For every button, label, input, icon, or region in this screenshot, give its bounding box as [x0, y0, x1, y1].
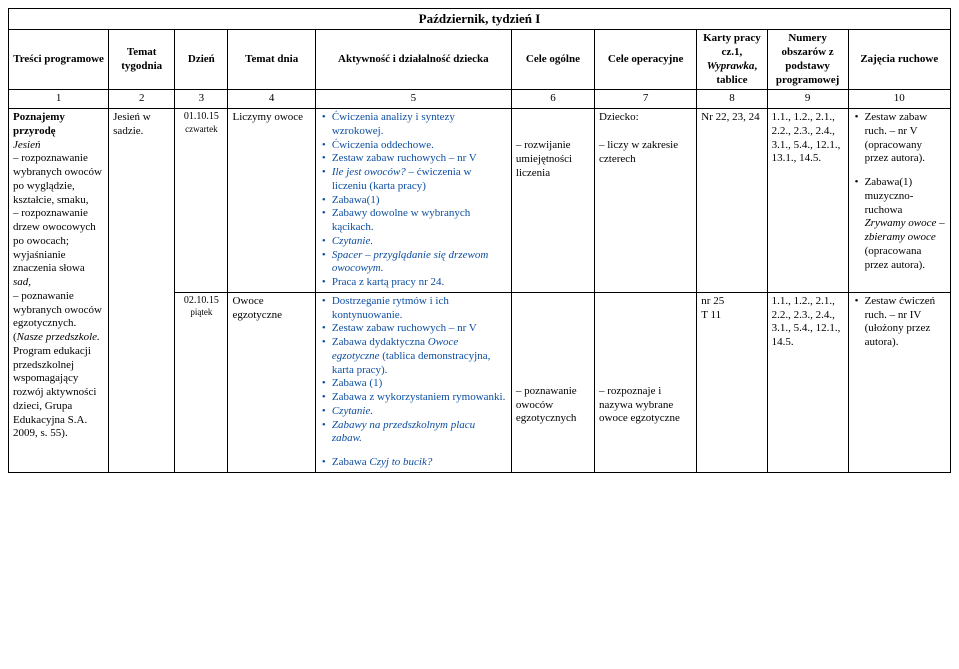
- cell-cele-ogolne: – rozwijanie umiejętności liczenia: [511, 109, 594, 293]
- cele-op-hdr: Dziecko:: [599, 111, 692, 125]
- cell-temat-dnia: Owoce egzotyczne: [228, 292, 315, 472]
- akt-text: Spacer – przyglądanie się drzewom owocow…: [332, 249, 488, 275]
- tresci-heading: Poznajemy przyrodę: [13, 111, 104, 139]
- zaj-text: Zestaw zabaw: [865, 111, 928, 123]
- akt-item: Praca z kartą pracy nr 24.: [322, 276, 507, 290]
- akt-text: Czytanie.: [332, 405, 373, 417]
- akt-text-it: Czyj to bucik?: [369, 456, 432, 468]
- akt-item: Ćwiczenia oddechowe.: [322, 139, 507, 153]
- akt-text: Zabawa dydaktyczna: [332, 336, 428, 348]
- tresci-subheading: Jesień: [13, 139, 104, 153]
- akt-item: Zabawa dydaktyczna Owoce egzotyczne (tab…: [322, 336, 507, 377]
- hdr-tresci: Treści programowe: [9, 30, 109, 90]
- akt-item: Spacer – przyglądanie się drzewom owocow…: [322, 249, 507, 277]
- hdr-karty: Karty pracy cz.1, Wyprawka, tablice: [697, 30, 767, 90]
- cele-op-item: – liczy w zakresie czterech: [599, 139, 692, 167]
- hdr-cele-ogolne: Cele ogólne: [511, 30, 594, 90]
- colnum-8: 8: [697, 90, 767, 109]
- colnum-10: 10: [848, 90, 950, 109]
- zaj-text: ruch. – nr V (opracowany przez autora).: [865, 125, 925, 165]
- akt-item: Ćwiczenia analizy i syntezy wzrokowej.: [322, 111, 507, 139]
- zaj-item: Zabawa(1) muzyczno-ruchowa Zrywamy owoce…: [855, 176, 946, 272]
- colnum-7: 7: [595, 90, 697, 109]
- akt-item: Czytanie.: [322, 405, 507, 419]
- cele-og-item: – poznawanie owoców egzotycznych: [516, 385, 590, 426]
- cell-temat-dnia: Liczymy owoce: [228, 109, 315, 293]
- dzien-day: piątek: [179, 307, 223, 318]
- zaj-text: Zabawa(1) muzyczno-ruchowa: [865, 176, 914, 216]
- dzien-day: czwartek: [179, 124, 223, 135]
- akt-text: Zabawa: [332, 456, 370, 468]
- colnum-4: 4: [228, 90, 315, 109]
- colnum-9: 9: [767, 90, 848, 109]
- cell-dzien: 02.10.15 piątek: [175, 292, 228, 472]
- colnum-5: 5: [315, 90, 511, 109]
- tresci-text-it: sad,: [13, 276, 31, 288]
- tresci-item: – poznawanie wybranych owoców egzotyczny…: [13, 290, 104, 331]
- tresci-item: – rozpoznawanie drzew owocowych po owoca…: [13, 207, 104, 290]
- cell-obszary: 1.1., 1.2., 2.1., 2.2., 2.3., 2.4., 3.1.…: [767, 109, 848, 293]
- colnum-2: 2: [109, 90, 175, 109]
- cell-tresci: Poznajemy przyrodę Jesień – rozpoznawani…: [9, 109, 109, 473]
- akt-item: Zabawa Czyj to bucik?: [322, 456, 507, 470]
- colnum-6: 6: [511, 90, 594, 109]
- cell-zajecia: Zestaw ćwiczeń ruch. – nr IV (ułożony pr…: [848, 292, 950, 472]
- zaj-item: Zestaw zabaw ruch. – nr V (opracowany pr…: [855, 111, 946, 166]
- cell-cele-ogolne: – poznawanie owoców egzotycznych: [511, 292, 594, 472]
- akt-item: Zabawa z wykorzystaniem rymowanki.: [322, 391, 507, 405]
- hdr-karty-l1: Karty pracy cz.1,: [703, 32, 761, 58]
- akt-text: Zabawy na przedszkolnym placu zabaw.: [332, 419, 475, 445]
- tresci-item: – rozpoznawanie wybranych owoców po wygl…: [13, 152, 104, 207]
- akt-item: Zestaw zabaw ruchowych – nr V: [322, 322, 507, 336]
- hdr-obszary: Numery obszarów z podstawy programowej: [767, 30, 848, 90]
- zaj-item: Zestaw ćwiczeń ruch. – nr IV (ułożony pr…: [855, 295, 946, 350]
- cell-karty: Nr 22, 23, 24: [697, 109, 767, 293]
- hdr-aktywnosc: Aktywność i działalność dziecka: [315, 30, 511, 90]
- cell-cele-operacyjne: Dziecko: – liczy w zakresie czterech: [595, 109, 697, 293]
- hdr-dzien: Dzień: [175, 30, 228, 90]
- akt-item: Dostrzeganie rytmów i ich kontynuowanie.: [322, 295, 507, 323]
- hdr-temat-tyg: Temat tygodnia: [109, 30, 175, 90]
- table-row: Poznajemy przyrodę Jesień – rozpoznawani…: [9, 109, 951, 293]
- cell-zajecia: Zestaw zabaw ruch. – nr V (opracowany pr…: [848, 109, 950, 293]
- cell-dzien: 01.10.15 czwartek: [175, 109, 228, 293]
- akt-item: Zestaw zabaw ruchowych – nr V: [322, 152, 507, 166]
- cell-temat-tyg: Jesień w sadzie.: [109, 109, 175, 473]
- colnum-3: 3: [175, 90, 228, 109]
- cell-obszary: 1.1., 1.2., 2.1., 2.2., 2.3., 2.4., 3.1.…: [767, 292, 848, 472]
- page-title: Październik, tydzień I: [9, 9, 951, 30]
- cele-op-item: – rozpoznaje i nazywa wybrane owoce egzo…: [599, 385, 692, 426]
- cell-aktywnosc: Ćwiczenia analizy i syntezy wzrokowej. Ć…: [315, 109, 511, 293]
- dzien-date: 01.10.15: [179, 111, 223, 124]
- colnum-1: 1: [9, 90, 109, 109]
- cell-cele-operacyjne: – rozpoznaje i nazywa wybrane owoce egzo…: [595, 292, 697, 472]
- hdr-cele-operacyjne: Cele operacyjne: [595, 30, 697, 90]
- akt-item: Zabawy dowolne w wybranych kącikach.: [322, 207, 507, 235]
- akt-item: Zabawy na przedszkolnym placu zabaw.: [322, 419, 507, 447]
- akt-text-it: Ile jest owoców?: [332, 166, 406, 178]
- curriculum-table: Październik, tydzień I Treści programowe…: [8, 8, 951, 473]
- tresci-text: – rozpoznawanie drzew owocowych po owoca…: [13, 207, 96, 274]
- akt-text: Ćwiczenia analizy i syntezy wzrokowej.: [332, 111, 455, 137]
- hdr-karty-l2: Wyprawka: [707, 60, 755, 72]
- akt-item: Zabawa(1): [322, 194, 507, 208]
- cell-karty: nr 25 T 11: [697, 292, 767, 472]
- akt-text: Czytanie.: [332, 235, 373, 247]
- akt-item: Zabawa (1): [322, 377, 507, 391]
- akt-item: Czytanie.: [322, 235, 507, 249]
- cele-og-item: – rozwijanie umiejętności liczenia: [516, 139, 590, 180]
- karty-line: T 11: [701, 309, 762, 323]
- karty-line: nr 25: [701, 295, 762, 309]
- zaj-text: (opracowana przez autora).: [865, 245, 925, 271]
- akt-item: Ile jest owoców? – ćwiczenia w liczeniu …: [322, 166, 507, 194]
- tresci-ref: (Nasze przedszkole. Program edukacji prz…: [13, 331, 104, 441]
- zaj-text-it: Zrywamy owoce – zbieramy owoce: [865, 217, 945, 243]
- cell-aktywnosc: Dostrzeganie rytmów i ich kontynuowanie.…: [315, 292, 511, 472]
- dzien-date: 02.10.15: [179, 295, 223, 308]
- hdr-zajecia: Zajęcia ruchowe: [848, 30, 950, 90]
- hdr-temat-dnia: Temat dnia: [228, 30, 315, 90]
- tresci-ref-it: Nasze przedszkole.: [17, 331, 100, 343]
